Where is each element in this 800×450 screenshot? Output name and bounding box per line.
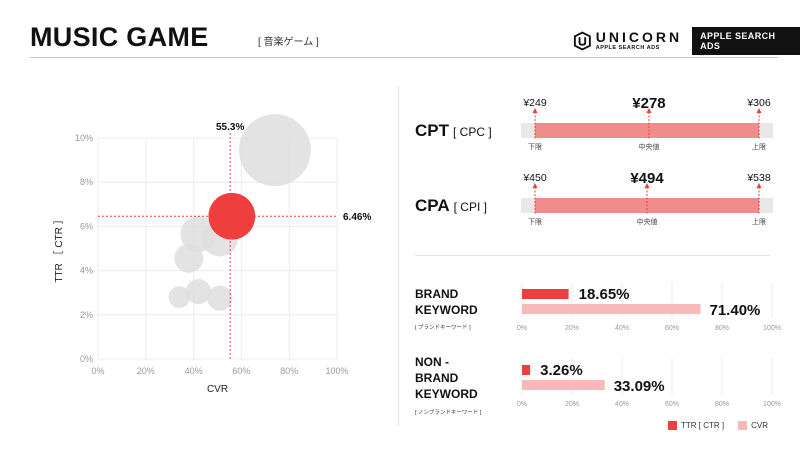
ttr-value-label: 3.26%: [540, 362, 583, 379]
unicorn-logo-icon: [573, 31, 591, 51]
x-tick-label: 60%: [665, 401, 679, 408]
median-value-label: ¥494: [630, 170, 664, 187]
y-tick-label: 2%: [80, 310, 93, 320]
page-subtitle: [ 音楽ゲーム ]: [258, 37, 319, 48]
brand-subtitle: APPLE SEARCH ADS: [595, 45, 660, 51]
x-tick-label: 100%: [763, 401, 781, 408]
brand-logo: UNICORN APPLE SEARCH ADS APPLE SEARCH AD…: [573, 27, 800, 55]
page-title: MUSIC GAME: [30, 22, 209, 52]
max-value-label: ¥306: [746, 97, 771, 109]
x-tick-label: 80%: [280, 366, 298, 376]
min-value-label: ¥249: [522, 97, 547, 109]
bubble-point: [207, 285, 233, 311]
reference-y-label: 6.46%: [343, 212, 371, 223]
bubble-point: [238, 114, 311, 187]
x-tick-label: 20%: [137, 366, 155, 376]
x-tick-label: 20%: [565, 401, 579, 408]
min-marker-arrow: [532, 183, 538, 188]
ttr-value-label: 18.65%: [579, 286, 630, 303]
y-tick-label: 0%: [80, 354, 93, 364]
legend: TTR [ CTR ] CVR: [668, 421, 782, 430]
x-tick-label: 60%: [232, 366, 250, 376]
x-axis-label: CVR: [207, 384, 228, 395]
row-divider: [415, 255, 770, 256]
x-tick-label: 40%: [185, 366, 203, 376]
x-tick-label: 80%: [715, 325, 729, 332]
y-tick-label: 4%: [80, 266, 93, 276]
max-value-label: ¥538: [746, 172, 771, 184]
max-marker-arrow: [756, 183, 762, 188]
nonbrand-keyword-note: [ ノンブランドキーワード ]: [415, 410, 482, 416]
max-marker-arrow: [756, 108, 762, 113]
y-tick-label: 10%: [75, 133, 93, 143]
legend-item-ttr: TTR [ CTR ]: [668, 421, 724, 430]
x-tick-label: 80%: [715, 401, 729, 408]
brand-name: UNICORN: [595, 29, 683, 45]
bubble-point: [174, 244, 204, 273]
y-tick-label: 8%: [80, 177, 93, 187]
min-tick-label: 下限: [528, 142, 542, 151]
header-divider: [30, 57, 778, 58]
legend-swatch-ttr: [668, 421, 677, 430]
cvr-value-label: 33.09%: [614, 378, 665, 395]
range-bar: [535, 123, 759, 138]
section-divider: [398, 86, 399, 426]
median-value-label: ¥278: [632, 95, 665, 112]
legend-item-cvr: CVR: [738, 421, 768, 430]
cpt-paren: [ CPC ]: [453, 125, 492, 139]
x-tick-label: 100%: [763, 325, 781, 332]
min-marker-arrow: [532, 108, 538, 113]
legend-label-cvr: CVR: [751, 421, 768, 430]
x-tick-label: 100%: [325, 366, 348, 376]
x-tick-label: 20%: [565, 325, 579, 332]
ttr-bar: [522, 289, 569, 299]
y-tick-label: 6%: [80, 221, 93, 231]
brand-keyword-title: BRAND KEYWORD: [415, 287, 478, 317]
cvr-value-label: 71.40%: [710, 302, 761, 319]
brand-keyword-note: [ ブランドキーワード ]: [415, 325, 471, 331]
cpt-range-chart: ¥249 下限 ¥278 中央値 ¥306 上限: [521, 95, 773, 151]
brand-badge: APPLE SEARCH ADS: [692, 27, 800, 55]
x-tick-label: 0%: [517, 325, 527, 332]
nonbrand-keyword-title: NON - BRAND KEYWORD: [415, 355, 478, 401]
median-marker-arrow: [646, 108, 652, 113]
cpa-range-chart: ¥450 下限 ¥494 中央値 ¥538 上限: [521, 170, 773, 226]
reference-x-label: 55.3%: [216, 122, 244, 133]
x-tick-label: 0%: [91, 366, 104, 376]
min-value-label: ¥450: [522, 172, 547, 184]
median-tick-label: 中央値: [637, 217, 658, 226]
min-tick-label: 下限: [528, 217, 542, 226]
nonbrand-keyword-chart: 0% 20% 40% 60% 80% 100% 3.26% 33.09%: [517, 358, 781, 408]
bubble-point: [185, 278, 211, 305]
bubble-chart: 0% 20% 40% 60% 80% 100% 0% 2% 4% 6% 8% 10% CVR TTR ［ …: [53, 114, 371, 395]
legend-swatch-cvr: [738, 421, 748, 430]
cvr-bar: [522, 380, 605, 390]
bubble-point: [168, 286, 191, 308]
cpa-paren: [ CPI ]: [453, 200, 487, 214]
brand-keyword-chart: 0% 20% 40% 60% 80% 100% 18.65% 71.40%: [517, 282, 781, 332]
cpt-title: CPT [ CPC ]: [415, 121, 492, 141]
x-tick-label: 0%: [517, 401, 527, 408]
median-marker-arrow: [644, 183, 650, 188]
cpa-metric: CPA: [415, 196, 450, 215]
max-tick-label: 上限: [752, 142, 766, 151]
y-axis-label: TTR ［ CTR ］: [53, 214, 65, 282]
cvr-bar: [522, 304, 701, 314]
x-tick-label: 40%: [615, 401, 629, 408]
median-tick-label: 中央値: [638, 142, 659, 151]
ttr-bar: [522, 365, 531, 375]
max-tick-label: 上限: [752, 217, 766, 226]
highlight-bubble-point: [208, 192, 256, 240]
cpt-metric: CPT: [415, 121, 449, 140]
x-tick-label: 60%: [665, 325, 679, 332]
legend-label-ttr: TTR [ CTR ]: [681, 421, 725, 430]
cpa-title: CPA[ CPI ]: [415, 196, 487, 216]
x-tick-label: 40%: [615, 325, 629, 332]
